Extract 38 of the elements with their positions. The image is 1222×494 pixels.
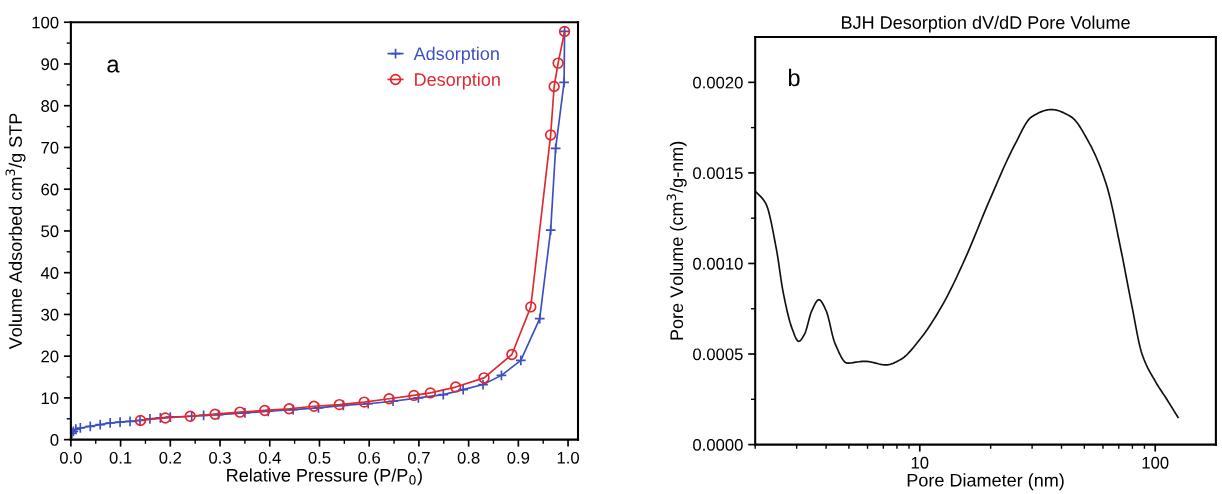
x-tick-label: 1.0 <box>557 451 579 464</box>
legend-label: Adsorption <box>413 46 499 64</box>
y-tick-label: 90 <box>41 58 59 71</box>
x-axis-title: Pore Diameter (nm) <box>907 473 1064 491</box>
x-tick-label: 0.9 <box>507 451 530 464</box>
y-tick-label: 100 <box>32 16 59 29</box>
annotation: b <box>788 68 800 87</box>
x-tick-label: 0.4 <box>258 451 281 464</box>
x-tick-label: 100 <box>1142 456 1169 469</box>
chart-title: BJH Desorption dV/dD Pore Volume <box>842 15 1130 33</box>
y-tick-label: 0.0000 <box>693 439 743 451</box>
x-tick-label: 0.2 <box>159 451 182 464</box>
legend-label: Desorption <box>415 72 500 90</box>
y-axis-title: Volume Adsorbed cm$^{3}$/g STP <box>5 113 26 350</box>
x-tick-label: 0.6 <box>358 451 381 464</box>
x-tick-label: 0.5 <box>308 451 331 464</box>
y-tick-label: 0.0010 <box>693 257 743 270</box>
y-tick-label: 20 <box>41 350 59 363</box>
y-tick-label: 0.0015 <box>693 167 743 180</box>
y-tick-label: 60 <box>41 183 59 196</box>
x-tick-label: 0.1 <box>109 451 132 464</box>
y-tick-label: 0.0020 <box>693 76 743 89</box>
x-tick-label: 0.7 <box>407 451 430 464</box>
x-tick-label: 0.8 <box>457 451 480 464</box>
y-tick-label: 50 <box>41 225 59 238</box>
x-tick-label: 10 <box>911 456 929 469</box>
y-tick-label: 70 <box>41 141 59 154</box>
y-tick-label: 0.0005 <box>693 348 743 361</box>
x-tick-label: 0.0 <box>59 451 82 464</box>
annotation: a <box>107 59 120 73</box>
y-tick-label: 10 <box>41 392 59 405</box>
x-tick-label: 0.3 <box>209 451 231 464</box>
x-axis-title: Relative Pressure (P/P$_{0}$) <box>227 468 422 486</box>
y-tick-label: 0 <box>50 434 59 446</box>
y-tick-label: 40 <box>40 267 59 279</box>
y-axis-title: Pore Volume (cm$^{3}$/g-nm) <box>666 141 687 340</box>
y-tick-label: 80 <box>41 100 59 112</box>
y-tick-label: 30 <box>41 308 59 321</box>
